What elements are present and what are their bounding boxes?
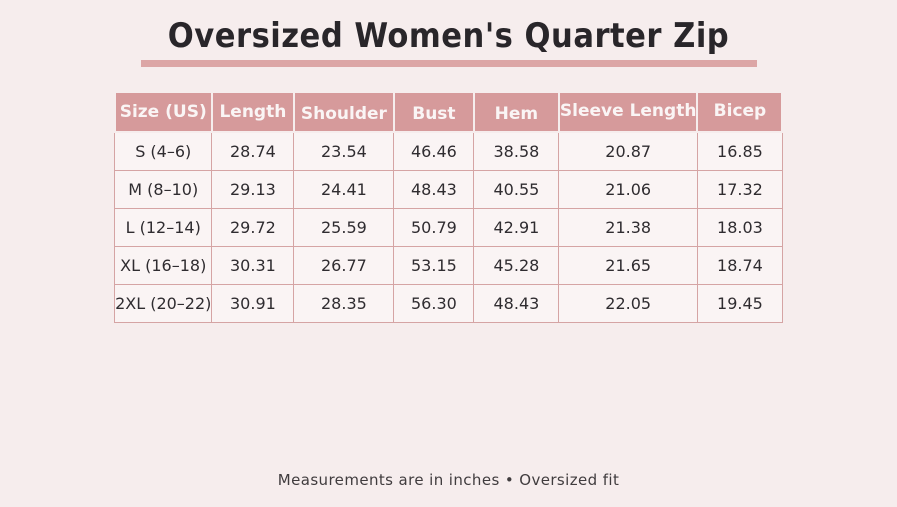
- column-header-bust: Bust: [392, 91, 475, 133]
- column-header-size: Size (US): [113, 91, 213, 133]
- table-cell: 18.74: [696, 245, 783, 285]
- table-cell: 30.91: [211, 283, 295, 323]
- table-cell: 16.85: [696, 131, 783, 171]
- table-cell: 40.55: [473, 169, 560, 209]
- column-header-sleeve-length: Sleeve Length: [557, 91, 699, 133]
- table-cell: 38.58: [473, 131, 560, 171]
- table-cell: 22.05: [558, 283, 698, 323]
- table-cell: 56.30: [393, 283, 475, 323]
- table-row-s: S (4–6) 28.74 23.54 46.46 38.58 20.87 16…: [114, 131, 783, 171]
- row-label: XL (16–18): [114, 245, 213, 285]
- table-cell: 46.46: [393, 131, 475, 171]
- table-cell: 30.31: [211, 245, 295, 285]
- table-cell: 53.15: [393, 245, 475, 285]
- footer-note: Measurements are in inches • Oversized f…: [277, 471, 620, 489]
- column-header-shoulder: Shoulder: [292, 91, 395, 133]
- column-header-label: Bicep: [713, 101, 767, 121]
- column-header-label: Shoulder: [300, 104, 387, 124]
- column-header-label: Size (US): [119, 102, 207, 122]
- table-row-2xl: 2XL (20–22) 30.91 28.35 56.30 48.43 22.0…: [114, 283, 783, 323]
- row-label: M (8–10): [114, 169, 213, 209]
- page-title: Oversized Women's Quarter Zip: [167, 16, 730, 56]
- column-header-label: Length: [219, 102, 287, 122]
- table-cell: 19.45: [696, 283, 783, 323]
- size-chart-table: Size (US) Length Shoulder Bust Hem Sleev…: [113, 91, 784, 323]
- row-label: 2XL (20–22): [114, 283, 213, 323]
- table-cell: 24.41: [293, 169, 395, 209]
- header-row: Size (US) Length Shoulder Bust Hem Sleev…: [113, 91, 784, 133]
- column-header-label: Bust: [412, 104, 456, 124]
- column-header-length: Length: [210, 91, 295, 133]
- table-cell: 28.35: [293, 283, 395, 323]
- table-cell: 48.43: [473, 283, 560, 323]
- table-cell: 48.43: [393, 169, 475, 209]
- table-cell: 25.59: [293, 207, 395, 247]
- table-row-l: L (12–14) 29.72 25.59 50.79 42.91 21.38 …: [114, 207, 783, 247]
- table-cell: 17.32: [696, 169, 783, 209]
- table-cell: 28.74: [211, 131, 295, 171]
- table-cell: 50.79: [393, 207, 475, 247]
- table-cell: 45.28: [473, 245, 560, 285]
- table-cell: 29.72: [211, 207, 295, 247]
- column-header-hem: Hem: [472, 91, 560, 133]
- row-label: L (12–14): [114, 207, 213, 247]
- table-cell: 20.87: [558, 131, 698, 171]
- title-underline-bar: [140, 60, 757, 67]
- table-cell: 29.13: [211, 169, 295, 209]
- table-cell: 18.03: [696, 207, 783, 247]
- table-row-xl: XL (16–18) 30.31 26.77 53.15 45.28 21.65…: [114, 245, 783, 285]
- column-header-label: Sleeve Length: [559, 101, 697, 121]
- table-cell: 21.65: [558, 245, 698, 285]
- column-header-label: Hem: [494, 104, 539, 124]
- row-label: S (4–6): [114, 131, 213, 171]
- column-header-bicep: Bicep: [696, 91, 784, 133]
- table-cell: 23.54: [293, 131, 395, 171]
- table-cell: 42.91: [473, 207, 560, 247]
- table-cell: 26.77: [293, 245, 395, 285]
- table-row-m: M (8–10) 29.13 24.41 48.43 40.55 21.06 1…: [114, 169, 783, 209]
- table-cell: 21.38: [558, 207, 698, 247]
- table-cell: 21.06: [558, 169, 698, 209]
